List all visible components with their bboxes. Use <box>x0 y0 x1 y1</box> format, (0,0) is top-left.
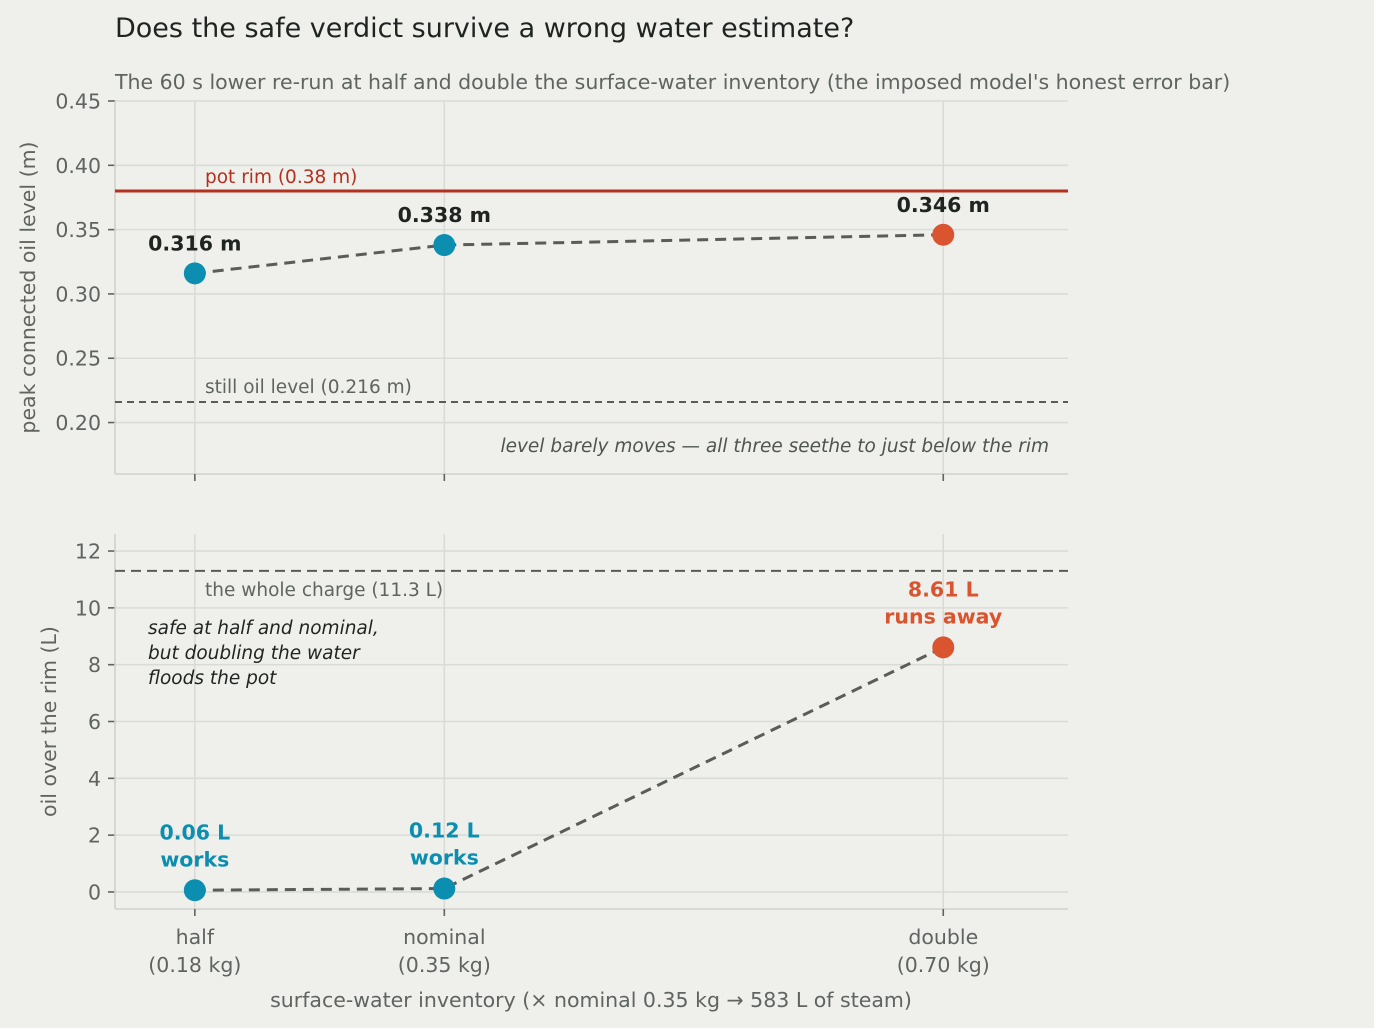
data-point <box>932 636 955 659</box>
annotation-line: floods the pot <box>148 668 277 689</box>
x-tick-label-name: half <box>176 925 215 949</box>
chart-title: Does the safe verdict survive a wrong wa… <box>115 13 854 44</box>
y-tick-label: 0.20 <box>55 411 101 435</box>
x-tick-label-amount: (0.70 kg) <box>897 953 990 977</box>
y-tick-label: 2 <box>88 824 101 848</box>
data-label: 0.346 m <box>897 193 990 217</box>
series-line <box>194 646 944 892</box>
y-tick-label: 6 <box>88 710 101 734</box>
rim-label: pot rim (0.38 m) <box>205 167 357 188</box>
data-label-line: works <box>160 847 229 871</box>
data-label: 0.06 L works <box>159 820 230 871</box>
y-tick-label: 0.25 <box>55 347 101 371</box>
x-tick-label-name: nominal <box>403 925 485 949</box>
data-label-line: 0.06 L <box>159 820 230 844</box>
x-tick-label-name: double <box>908 925 978 949</box>
data-label-line: 8.61 L <box>908 577 979 601</box>
plot-area: 0.20 0.25 0.30 0.35 0.40 0.45 peak connected o… <box>16 90 1068 977</box>
y-tick-label: 0.45 <box>55 90 101 114</box>
x-tick-label-amount: (0.35 kg) <box>398 953 491 977</box>
x-tick-label: double (0.70 kg) <box>897 925 990 977</box>
x-tick-label: half (0.18 kg) <box>148 925 241 977</box>
data-point <box>183 879 206 902</box>
y-tick-label: 0.35 <box>55 218 101 242</box>
annotation-line: safe at half and nominal, <box>148 618 379 639</box>
data-label: 0.316 m <box>148 231 241 255</box>
y-tick-label: 10 <box>75 596 101 620</box>
data-label-line: works <box>410 846 479 870</box>
x-axis-label: surface-water inventory (× nominal 0.35 … <box>270 988 912 1012</box>
data-point <box>183 262 206 285</box>
y-axis-label: peak connected oil level (m) <box>16 141 40 433</box>
y-axis-label: oil over the rim (L) <box>37 626 61 817</box>
data-label-line: 0.12 L <box>409 819 480 843</box>
data-label: 0.338 m <box>398 203 491 227</box>
data-point <box>433 877 456 900</box>
chart-subtitle: The 60 s lower re-run at half and double… <box>114 70 1230 94</box>
reference-label: still oil level (0.216 m) <box>205 377 412 398</box>
x-tick-label: nominal (0.35 kg) <box>398 925 491 977</box>
x-tick-label-amount: (0.18 kg) <box>148 953 241 977</box>
panel-1: 0.20 0.25 0.30 0.35 0.40 0.45 peak connected o… <box>16 90 1068 481</box>
y-tick-label: 8 <box>88 653 101 677</box>
data-label: 0.12 L works <box>409 819 480 870</box>
panel-2: 0 2 4 6 8 10 12 oil over the rim (L) the whole c… <box>37 534 1068 916</box>
y-tick-label: 0 <box>88 880 101 904</box>
data-label: 8.61 L runs away <box>884 577 1002 628</box>
annotation: safe at half and nominal, but doubling th… <box>148 618 379 689</box>
reference-label: the whole charge (11.3 L) <box>205 580 443 601</box>
data-point <box>433 234 456 257</box>
data-point <box>932 223 955 246</box>
y-tick-label: 0.30 <box>55 282 101 306</box>
data-label-line: runs away <box>884 604 1002 628</box>
y-tick-label: 4 <box>88 767 101 791</box>
y-tick-label: 12 <box>75 540 101 564</box>
annotation: level barely moves — all three seethe to… <box>500 436 1049 457</box>
y-tick-label: 0.40 <box>55 154 101 178</box>
series-line <box>194 233 944 275</box>
annotation-line: but doubling the water <box>148 643 361 664</box>
